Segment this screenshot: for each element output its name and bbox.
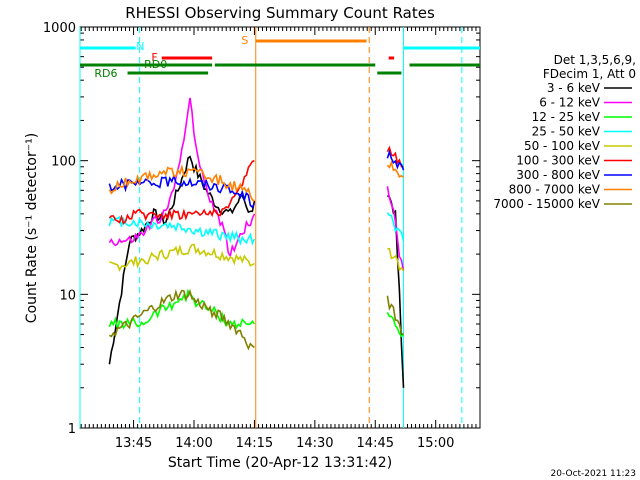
y-tick-label-1: 10 [59, 288, 76, 303]
series-line-4-1 [387, 247, 405, 272]
x-tick-label-3: 14:30 [296, 436, 333, 451]
legend-label-5: 100 - 300 keV [516, 154, 600, 168]
series-line-4-0 [109, 243, 255, 272]
y-axis: 1 10 100 1000 [43, 21, 480, 437]
flare-label: F [151, 51, 157, 64]
chart-title: RHESSI Observing Summary Count Rates [125, 4, 435, 22]
legend-header-1: Det 1,3,5,6,9, [554, 53, 636, 67]
status-bars: NF S RD0 RD6 [79, 27, 480, 428]
x-axis-label: Start Time (20-Apr-12 13:31:42) [168, 455, 392, 471]
x-tick-label-5: 15:00 [417, 436, 454, 451]
legend-label-3: 25 - 50 keV [532, 125, 601, 139]
series-lines [108, 97, 405, 388]
series-line-1-1 [386, 186, 405, 271]
series-line-2-0 [108, 288, 256, 330]
series-line-7-0 [108, 163, 255, 202]
series-line-6-1 [386, 149, 405, 171]
series-line-3-0 [108, 215, 256, 246]
legend-label-0: 3 - 6 keV [547, 81, 601, 95]
y-tick-label-2: 100 [51, 155, 76, 170]
legend-label-8: 7000 - 15000 keV [493, 197, 600, 211]
x-tick-label-4: 14:45 [357, 436, 394, 451]
series-line-8-0 [109, 288, 255, 351]
legend-label-1: 6 - 12 keV [539, 96, 601, 110]
x-axis: 13:45 14:00 14:15 14:30 14:45 15:00 [80, 27, 481, 451]
y-tick-label-0: 1 [68, 422, 76, 437]
rd0-label: RD0 [144, 58, 167, 71]
legend-label-6: 300 - 800 keV [516, 168, 600, 182]
series-line-7-1 [386, 159, 405, 179]
series-line-2-1 [386, 312, 405, 338]
series-line-3-1 [386, 212, 405, 242]
x-tick-label-1: 14:00 [175, 436, 212, 451]
series-line-5-0 [108, 159, 255, 225]
legend-header-2: FDecim 1, Att 0 [543, 67, 636, 81]
y-axis-label: Count Rate (s⁻¹ detector⁻¹) [24, 133, 40, 323]
legend-label-4: 50 - 100 keV [524, 139, 601, 153]
x-tick-label-2: 14:15 [236, 436, 273, 451]
legend: Det 1,3,5,6,9, FDecim 1, Att 0 3 - 6 keV… [493, 53, 636, 211]
legend-label-7: 800 - 7000 keV [509, 183, 601, 197]
rd6-label: RD6 [94, 67, 117, 80]
saa-label: S [241, 34, 248, 47]
timestamp: 20-Oct-2021 11:23 [551, 469, 636, 479]
y-tick-label-3: 1000 [43, 21, 76, 36]
legend-label-2: 12 - 25 keV [532, 110, 601, 124]
night-label: N [136, 40, 144, 53]
x-tick-label-0: 13:45 [115, 436, 152, 451]
series-line-0-0 [108, 155, 256, 365]
series-line-1-0 [108, 97, 256, 258]
series-line-8-1 [386, 295, 404, 336]
